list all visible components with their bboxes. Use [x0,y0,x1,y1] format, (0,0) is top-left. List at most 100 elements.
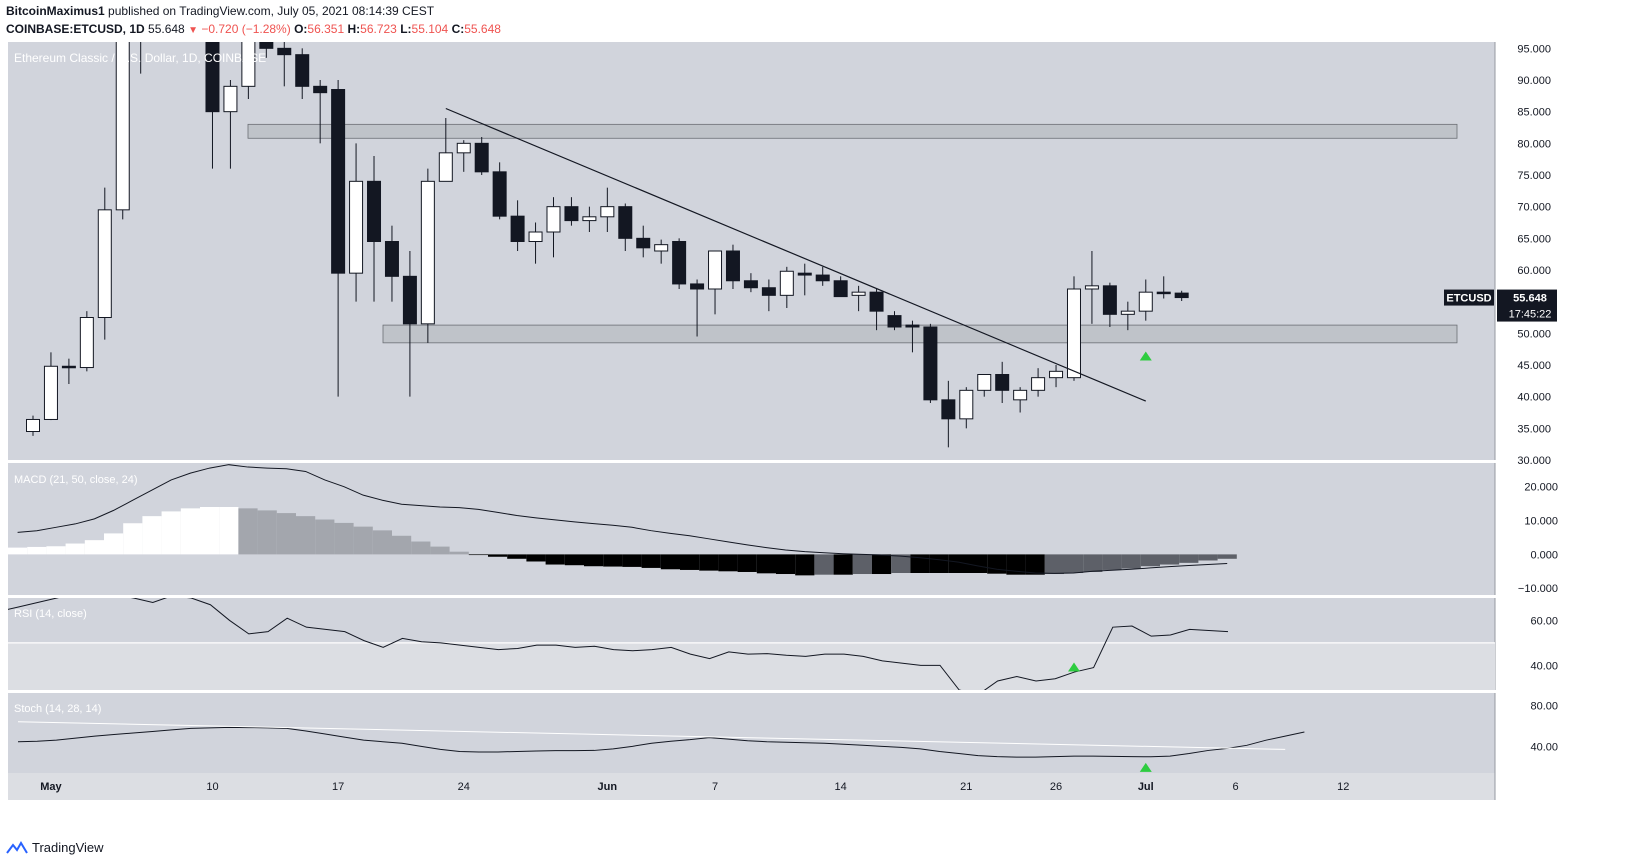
macd-hist-bar [411,541,431,555]
y-tick-label: 60.000 [1517,265,1551,277]
published-text: published on TradingView.com, July 05, 2… [108,4,435,18]
candle [510,200,525,251]
macd-hist-bar [737,554,757,572]
candle-body [420,180,435,325]
close-label: C: [451,22,465,36]
macd-hist-bar [872,554,892,575]
up-arrow-icon [1139,351,1152,361]
candle-body [851,291,866,296]
resistance-zone [247,123,1458,139]
y-tick-label: 35.000 [1517,423,1551,435]
macd-hist-bar [545,554,565,565]
macd-hist-bar [219,507,239,555]
macd-hist-bar [1044,554,1064,575]
macd-hist-bar [1217,554,1237,559]
x-tick-label: 7 [712,781,718,793]
macd-hist-bar [891,554,911,573]
x-tick-label: 12 [1337,781,1349,793]
candle-body [438,152,453,182]
candle [654,239,669,264]
last-price: 55.648 [148,22,185,36]
candle-body [905,324,920,328]
candle [115,42,130,220]
y-tick-label: 75.000 [1517,170,1551,182]
candle-body [402,275,417,325]
candle [636,225,651,258]
candle [349,143,364,302]
candle-body [259,42,274,49]
macd-hist-bar [142,516,162,555]
macd-hist-bar [8,547,28,555]
candle [564,197,579,226]
candle-body [600,206,615,218]
macd-hist-bar [1064,554,1084,573]
candle-body [797,272,812,276]
macd-hist-bar [968,554,988,573]
candle [761,279,776,312]
macd-hist-bar [353,526,373,555]
x-axis-strip [8,773,1495,800]
y-tick-label: 80.000 [1517,138,1551,150]
candle-body [869,291,884,312]
candle [420,168,435,343]
tradingview-logo[interactable]: TradingView [6,840,104,855]
price-tag-value: 55.648 [1513,293,1547,305]
y-axis-strip [1495,42,1568,800]
candle-body [384,241,399,277]
main-pane-bg [8,42,1495,460]
candle [851,285,866,312]
candle [402,251,417,397]
candle [1156,276,1171,299]
candle-body [115,42,130,211]
open-label: O: [294,22,308,36]
rsi-tick-label: 40.00 [1530,660,1558,672]
candle [977,374,992,397]
macd-hist-bar [833,554,853,575]
macd-hist-bar [104,533,124,555]
author-name[interactable]: BitcoinMaximus1 [6,4,105,18]
tradingview-brand: TradingView [32,840,104,855]
x-tick-label: 21 [960,781,972,793]
macd-hist-bar [603,554,623,567]
macd-hist-bar [564,554,584,566]
macd-hist-bar [161,511,181,555]
candle-body [959,389,974,420]
stoch-pane-bg [8,693,1495,773]
candle [1174,290,1189,302]
macd-hist-bar [180,508,200,555]
x-tick-label: 17 [332,781,344,793]
macd-hist-bar [84,540,104,555]
candle [205,42,220,169]
candle-body [1120,310,1135,315]
x-tick-label: Jun [598,781,618,793]
candle [492,162,507,220]
candle-body [1138,291,1153,312]
macd-hist-bar [948,554,968,573]
candle-body [97,209,112,318]
candle [815,266,830,286]
macd-tick-label: −10.000 [1518,583,1558,595]
macd-hist-bar [430,546,450,555]
macd-hist-bar [1121,554,1141,569]
candle-body [223,85,238,113]
chart-title: Ethereum Classic / U.S. Dollar, 1D, COIN… [14,51,266,65]
macd-hist-bar [296,516,316,555]
candle [672,238,687,289]
candle-body [528,231,543,242]
support-zone [382,324,1458,344]
candle-body [26,418,40,433]
stoch-tick-label: 40.00 [1530,741,1558,753]
x-tick-label: 14 [835,781,847,793]
macd-tick-label: 10.000 [1524,516,1558,528]
macd-hist-bar [680,554,700,570]
macd-hist-bar [1198,554,1218,561]
tradingview-logo-icon [6,840,28,854]
candle [528,222,543,264]
macd-hist-bar [257,510,277,555]
candle-body [923,326,938,401]
macd-hist-bar [1102,554,1122,570]
price-tag-bg [1497,289,1557,322]
candle-body [672,241,687,285]
candle [743,273,758,293]
